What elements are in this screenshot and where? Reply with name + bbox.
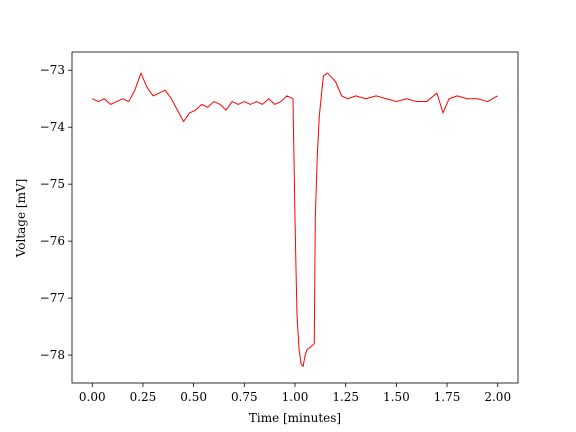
x-tick-label: 0.75 (231, 390, 258, 404)
y-tick-label: −78 (40, 348, 65, 362)
y-tick-label: −77 (40, 291, 65, 305)
x-axis-label: Time [minutes] (249, 411, 341, 425)
x-tick-label: 0.25 (130, 390, 157, 404)
y-tick-label: −74 (40, 120, 66, 134)
y-tick-label: −75 (40, 177, 65, 191)
y-tick-label: −73 (40, 63, 65, 77)
data-line (92, 72, 498, 367)
x-tick-label: 0.50 (180, 390, 207, 404)
x-tick-label: 1.25 (332, 390, 359, 404)
x-tick-label: 1.50 (383, 390, 410, 404)
y-axis-label: Voltage [mV] (14, 179, 28, 259)
x-tick-label: 1.00 (282, 390, 309, 404)
x-tick-label: 2.00 (484, 390, 511, 404)
x-tick-label: 1.75 (434, 390, 461, 404)
x-tick-label: 0.00 (79, 390, 106, 404)
y-tick-label: −76 (40, 234, 65, 248)
